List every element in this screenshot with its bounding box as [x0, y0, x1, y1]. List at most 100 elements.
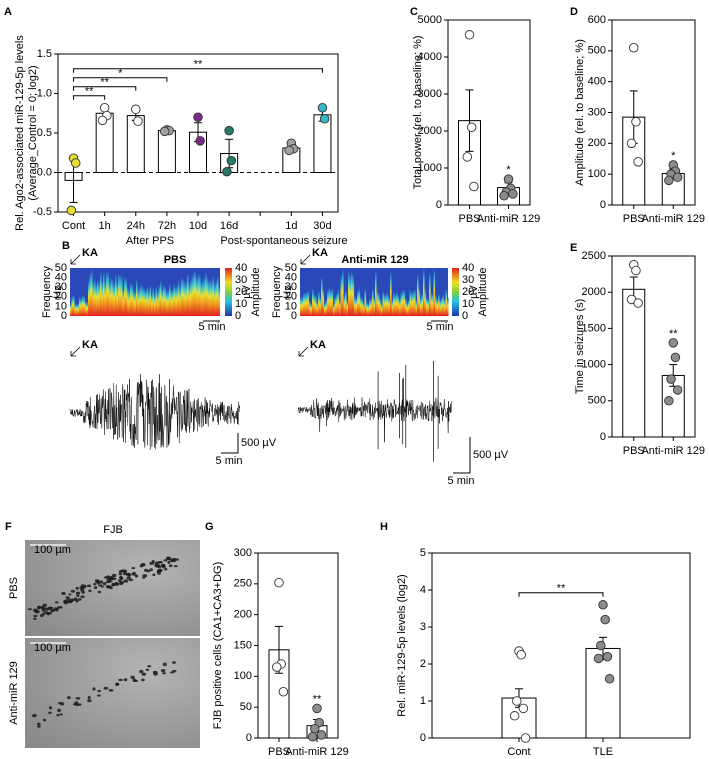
stained-cell	[99, 580, 104, 584]
axis-frame	[447, 19, 531, 206]
y-tick-label: 100	[234, 670, 252, 682]
spectrogram-column	[73, 294, 75, 316]
spectrogram-column	[358, 288, 361, 316]
spectrogram-column	[307, 289, 310, 316]
spectrogram-column	[322, 288, 325, 316]
stained-cell	[75, 697, 81, 700]
spectrogram-column	[357, 290, 359, 316]
data-point	[598, 600, 608, 610]
stained-cell	[59, 605, 63, 609]
x-tick-label: Anti-miR 129	[641, 213, 705, 225]
stained-cell	[97, 694, 101, 697]
bracket	[73, 77, 168, 82]
spectrogram-column	[98, 281, 101, 316]
stained-cell	[118, 678, 124, 682]
spectrogram-column	[393, 292, 395, 316]
spectrogram-column	[447, 298, 449, 316]
spectrogram-column	[184, 280, 186, 316]
spectrogram-column	[424, 288, 427, 316]
spectrogram-column	[125, 277, 128, 316]
stained-cell	[83, 584, 87, 589]
y-axis-label: Amplitude (rel. to baseline; %)	[574, 39, 586, 186]
stained-cell	[130, 675, 135, 680]
stained-cell	[126, 576, 131, 580]
data-point	[666, 374, 676, 384]
spectrogram-column	[133, 289, 135, 316]
significance: **	[669, 328, 678, 340]
data-point	[631, 265, 641, 276]
stained-cell	[27, 608, 33, 611]
spectrogram-column	[203, 277, 206, 316]
spectrogram-column	[74, 303, 77, 316]
y-tick-label: 0	[600, 431, 606, 443]
spectrogram-column	[200, 280, 203, 316]
colorbar-tick-label: 0	[462, 310, 468, 322]
scale-label: 100 µm	[34, 642, 71, 654]
x-tick-label: PBS	[458, 213, 480, 225]
spectrogram-column	[185, 281, 188, 316]
spectrogram-column	[331, 288, 334, 316]
spectrogram-column	[121, 275, 123, 316]
data-point	[316, 730, 327, 740]
y-tick-label: 1500	[582, 322, 606, 334]
data-point	[670, 352, 681, 363]
stained-cell	[43, 718, 47, 722]
y-tick-label: 50	[240, 701, 252, 713]
spectrogram-column	[421, 293, 424, 316]
spectrogram-column	[151, 293, 153, 316]
spectrogram-column	[161, 288, 164, 316]
stained-cell	[162, 662, 167, 667]
significance: **	[557, 583, 566, 595]
y-tick-label: 250	[234, 578, 252, 590]
colorbar	[225, 268, 232, 316]
spectrogram-y-unit: Hz	[52, 285, 64, 298]
stained-cell	[66, 598, 71, 601]
time-scale-label: 5 min	[199, 321, 226, 333]
stained-cell	[122, 569, 127, 573]
spectrogram-column	[217, 275, 219, 316]
spectrogram-column	[190, 279, 192, 316]
stained-cell	[105, 575, 111, 579]
spectrogram-column	[77, 303, 80, 316]
stained-cell	[131, 567, 136, 570]
spectrogram-column	[430, 292, 433, 316]
spectrogram-column	[312, 288, 314, 316]
stained-cell	[158, 561, 163, 564]
x-tick-label: Cont	[507, 746, 530, 758]
stained-cell	[93, 586, 98, 590]
spectrogram-column	[167, 289, 170, 316]
spectrogram-column	[327, 290, 329, 316]
spectrogram-column	[178, 280, 180, 316]
spectrogram-column	[396, 291, 398, 316]
bar	[622, 288, 646, 438]
y-tick-label: 3000	[418, 88, 442, 100]
stained-cell	[72, 703, 78, 706]
stained-cell	[56, 713, 60, 717]
spectrogram-column	[364, 289, 367, 316]
spectrogram-column	[115, 274, 117, 316]
data-point	[629, 43, 639, 53]
stained-cell	[174, 558, 179, 561]
stained-cell	[97, 689, 102, 693]
data-point	[278, 687, 289, 697]
spectrogram-column	[146, 286, 149, 316]
spectrogram-column	[349, 275, 352, 316]
stained-cell	[54, 601, 59, 604]
spectrogram-column	[194, 270, 197, 316]
spectrogram-column	[381, 303, 383, 316]
injection-arrow	[298, 346, 309, 357]
spectrogram-column	[116, 282, 119, 316]
data-point	[469, 181, 479, 192]
spectrogram-column	[403, 290, 406, 316]
spectrogram-column	[208, 280, 210, 316]
stained-cell	[110, 575, 115, 580]
spectrogram-column	[438, 293, 440, 316]
data-point	[499, 190, 509, 201]
injection-arrow	[70, 254, 81, 265]
data-point	[274, 577, 284, 588]
stained-cell	[87, 696, 91, 700]
y-tick-label: 400	[588, 76, 606, 88]
spectrogram-column	[387, 293, 389, 316]
y-tick-label: 100	[588, 168, 606, 180]
spectrogram-column	[145, 289, 147, 316]
